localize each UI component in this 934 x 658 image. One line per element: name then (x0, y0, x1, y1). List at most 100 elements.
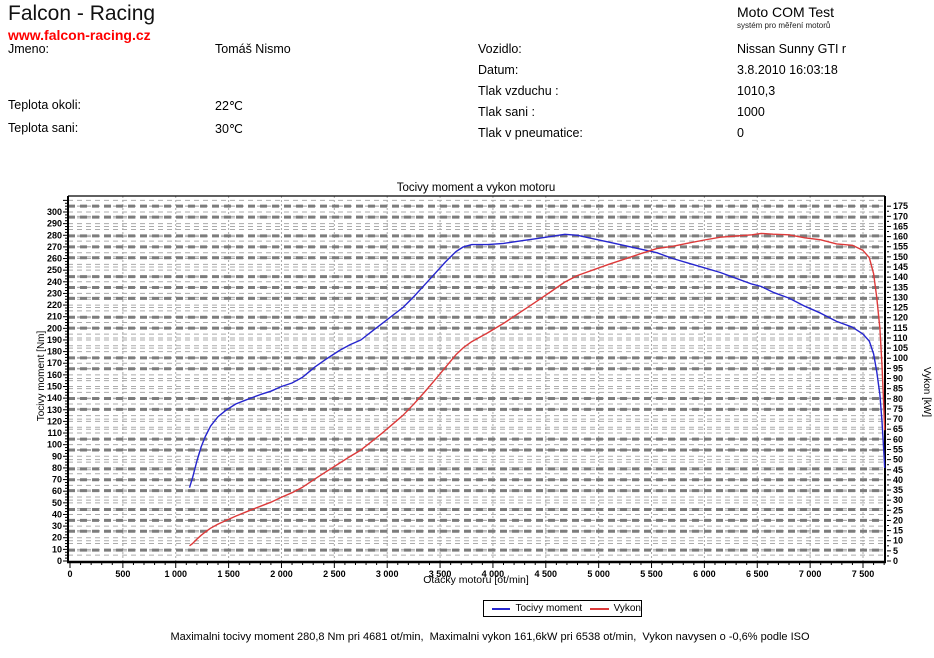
svg-text:6 500: 6 500 (746, 569, 769, 579)
svg-text:280: 280 (47, 230, 62, 240)
field-label-vozidlo: Vozidlo: (478, 42, 522, 56)
svg-text:3 500: 3 500 (429, 569, 452, 579)
svg-text:10: 10 (52, 544, 62, 554)
svg-text:1 500: 1 500 (217, 569, 240, 579)
svg-text:70: 70 (52, 475, 62, 485)
svg-text:150: 150 (47, 382, 62, 392)
svg-text:7 500: 7 500 (852, 569, 875, 579)
svg-text:220: 220 (47, 300, 62, 310)
gridlines (68, 196, 885, 561)
svg-text:190: 190 (47, 335, 62, 345)
svg-text:130: 130 (47, 405, 62, 415)
chart-title: Tocivy moment a vykon motoru (396, 182, 556, 194)
svg-text:35: 35 (893, 485, 903, 495)
legend-power-label: Vykon (613, 603, 641, 614)
svg-text:155: 155 (893, 242, 908, 252)
field-value-tlak-vzduchu: 1010,3 (737, 84, 776, 98)
svg-text:50: 50 (893, 455, 903, 465)
svg-text:80: 80 (52, 463, 62, 473)
svg-text:170: 170 (47, 358, 62, 368)
svg-text:15: 15 (893, 526, 903, 536)
svg-text:180: 180 (47, 347, 62, 357)
svg-text:100: 100 (47, 440, 62, 450)
svg-text:170: 170 (893, 211, 908, 221)
svg-text:2 500: 2 500 (323, 569, 346, 579)
svg-text:40: 40 (893, 475, 903, 485)
svg-text:90: 90 (893, 374, 903, 384)
svg-text:4 500: 4 500 (535, 569, 558, 579)
svg-text:110: 110 (47, 428, 62, 438)
svg-text:110: 110 (893, 333, 908, 343)
svg-text:6 000: 6 000 (693, 569, 716, 579)
field-label-datum: Datum: (478, 63, 519, 77)
svg-text:0: 0 (67, 569, 72, 579)
field-value-tlak-pneu: 0 (737, 126, 744, 140)
axes (63, 195, 891, 568)
svg-text:1 000: 1 000 (164, 569, 187, 579)
summary-text: Maximalni tocivy moment 280,8 Nm pri 468… (170, 631, 810, 643)
svg-text:85: 85 (893, 384, 903, 394)
svg-text:0: 0 (893, 556, 898, 566)
company-title: Falcon - Racing (8, 2, 156, 25)
app-title: Moto COM Test (737, 4, 834, 20)
svg-text:140: 140 (893, 272, 908, 282)
svg-text:120: 120 (47, 416, 62, 426)
svg-text:2 000: 2 000 (270, 569, 293, 579)
svg-text:250: 250 (47, 265, 62, 275)
svg-text:45: 45 (893, 465, 903, 475)
torque-line-swatch (492, 607, 511, 610)
svg-text:270: 270 (47, 242, 62, 252)
svg-text:500: 500 (115, 569, 130, 579)
svg-text:240: 240 (47, 277, 62, 287)
field-label-teplota-sani: Teplota sani: (8, 121, 79, 135)
y-axis-label-power: Vykon [kW] (921, 366, 932, 418)
svg-text:50: 50 (52, 498, 62, 508)
svg-text:105: 105 (893, 343, 908, 353)
svg-text:7 000: 7 000 (799, 569, 822, 579)
field-value-jmeno: Tomáš Nismo (215, 42, 291, 56)
svg-text:95: 95 (893, 363, 903, 373)
svg-text:40: 40 (52, 509, 62, 519)
svg-text:135: 135 (893, 282, 908, 292)
svg-text:300: 300 (47, 207, 62, 217)
svg-text:55: 55 (893, 444, 903, 454)
svg-text:260: 260 (47, 254, 62, 264)
curve-power (189, 232, 886, 547)
svg-text:30: 30 (893, 495, 903, 505)
legend-torque-label: Tocivy moment (515, 603, 583, 614)
svg-text:20: 20 (52, 533, 62, 543)
field-value-teplota-sani: 30℃ (215, 122, 243, 136)
svg-text:160: 160 (893, 232, 908, 242)
svg-text:75: 75 (893, 404, 903, 414)
svg-text:175: 175 (893, 201, 908, 211)
svg-text:120: 120 (893, 313, 908, 323)
svg-text:4 000: 4 000 (482, 569, 505, 579)
svg-text:5: 5 (893, 546, 898, 556)
website-link[interactable]: www.falcon-racing.cz (8, 27, 151, 43)
svg-text:165: 165 (893, 221, 908, 231)
field-label-jmeno: Jmeno: (8, 42, 49, 56)
chart-legend: Tocivy moment Vykon (483, 600, 642, 617)
svg-text:200: 200 (47, 323, 62, 333)
svg-text:140: 140 (47, 393, 62, 403)
field-value-datum: 3.8.2010 16:03:18 (737, 63, 838, 77)
field-label-tlak-vzduchu: Tlak vzduchu : (478, 84, 559, 98)
svg-text:230: 230 (47, 288, 62, 298)
svg-text:160: 160 (47, 370, 62, 380)
svg-text:130: 130 (893, 292, 908, 302)
svg-text:125: 125 (893, 303, 908, 313)
svg-text:290: 290 (47, 219, 62, 229)
svg-text:70: 70 (893, 414, 903, 424)
svg-text:80: 80 (893, 394, 903, 404)
field-value-vozidlo: Nissan Sunny GTI r (737, 42, 847, 56)
svg-text:60: 60 (52, 486, 62, 496)
svg-text:5 000: 5 000 (587, 569, 610, 579)
svg-text:20: 20 (893, 515, 903, 525)
svg-text:0: 0 (57, 556, 62, 566)
svg-text:100: 100 (893, 353, 908, 363)
svg-text:150: 150 (893, 252, 908, 262)
power-line-swatch (590, 607, 609, 610)
x-axis-label: Otacky motoru [ot/min] (423, 574, 529, 586)
svg-text:5 500: 5 500 (640, 569, 663, 579)
